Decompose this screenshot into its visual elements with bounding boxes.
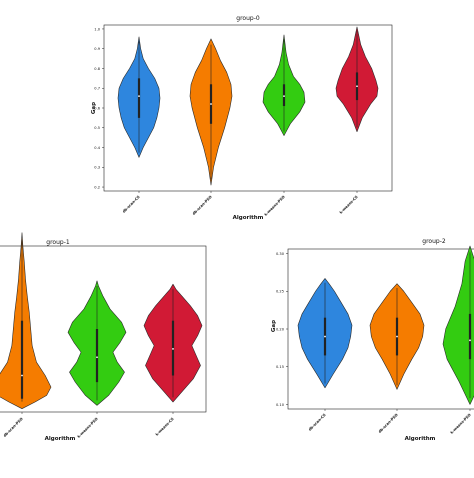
plot-frame (0, 245, 207, 413)
y-tick-label: 0.4 (94, 146, 100, 150)
y-tick-label: 0.6 (94, 106, 100, 110)
x-tick-label: db-scan-CS (122, 195, 141, 214)
violin-db-scan-PSO (0, 232, 52, 409)
x-tick-layer: db-scan-PSO k-means-PSO k-means-CS (3, 412, 175, 439)
y-tick-label: 0.20 (276, 327, 285, 331)
panel-group-2: group-2 Algorithm Gap 0.100.150.200.250.… (271, 238, 474, 442)
y-tick-label: 0.10 (276, 403, 285, 407)
x-tick-label: k-means-PSO (264, 195, 286, 217)
violin-layer (117, 26, 379, 186)
panel-group-0: group-0 Algorithm Gap 0.2 0.3 0.4 0.5 0.6 0.7… (91, 15, 393, 221)
y-tick-layer: 0.2 0.3 0.4 0.5 0.6 0.7 0.8 0.9 1.0 (94, 27, 104, 189)
y-tick-label: 0.8 (94, 67, 100, 71)
median-dot (96, 356, 98, 359)
median-dot (283, 95, 285, 98)
median-dot (21, 374, 23, 377)
x-tick-label: db-scan-PSO (3, 417, 24, 438)
x-tick-label: k-means-PSO (77, 417, 99, 439)
median-dot (324, 335, 326, 338)
y-tick-label: 0.5 (94, 126, 100, 130)
x-tick-label: k-means-PSO (450, 413, 472, 435)
median-dot (210, 103, 212, 105)
x-tick-label: db-scan-PSO (192, 195, 213, 216)
y-tick-label: 0.25 (276, 290, 284, 294)
y-axis-label: Gap (271, 320, 277, 332)
y-tick-label: 0.9 (94, 47, 100, 51)
chart-title: group-0 (236, 15, 260, 22)
y-axis-label: Gap (91, 102, 97, 114)
x-tick-label: db-scan-CS (308, 413, 327, 432)
x-tick-label: k-means-CS (339, 195, 359, 215)
iqr-box (20, 320, 24, 399)
median-dot (138, 95, 140, 98)
x-axis-label: Algorithm (233, 215, 264, 221)
violin-layer (0, 232, 203, 409)
y-tick-label: 0.7 (94, 87, 100, 91)
y-tick-label: 0.30 (276, 252, 285, 256)
x-axis-label: Algorithm (405, 436, 436, 442)
median-dot (356, 85, 358, 88)
median-dot (469, 339, 471, 342)
y-tick-label: 0.15 (276, 365, 284, 369)
x-tick-label: k-means-CS (155, 417, 175, 437)
y-tick-label: 0.2 (94, 185, 100, 189)
chart-title: group-1 (46, 239, 70, 246)
iqr-box (95, 329, 99, 383)
panel-group-1: group-1 Algorithm db-scan-PSO k-means-PSO… (0, 232, 207, 442)
iqr-box (137, 78, 141, 118)
x-tick-layer: db-scan-CS db-scan-PSO k-means-PSO k-means-… (122, 191, 359, 217)
violin-k-means-PSO (442, 245, 474, 405)
iqr-box (468, 313, 472, 360)
chart-title: group-2 (422, 238, 446, 245)
y-tick-layer: 0.10 0.15 0.20 0.25 0.30 (276, 252, 288, 407)
x-tick-label: db-scan-PSO (378, 413, 399, 434)
iqr-box (282, 84, 286, 107)
x-tick-layer: db-scan-CS db-scan-PSO k-means-PSO (308, 409, 472, 435)
y-tick-label: 0.3 (94, 166, 100, 170)
y-tick-label: 1.0 (94, 27, 100, 31)
x-axis-label: Algorithm (45, 436, 76, 442)
violin-layer (297, 245, 474, 405)
median-dot (396, 335, 398, 338)
median-dot (172, 348, 174, 350)
